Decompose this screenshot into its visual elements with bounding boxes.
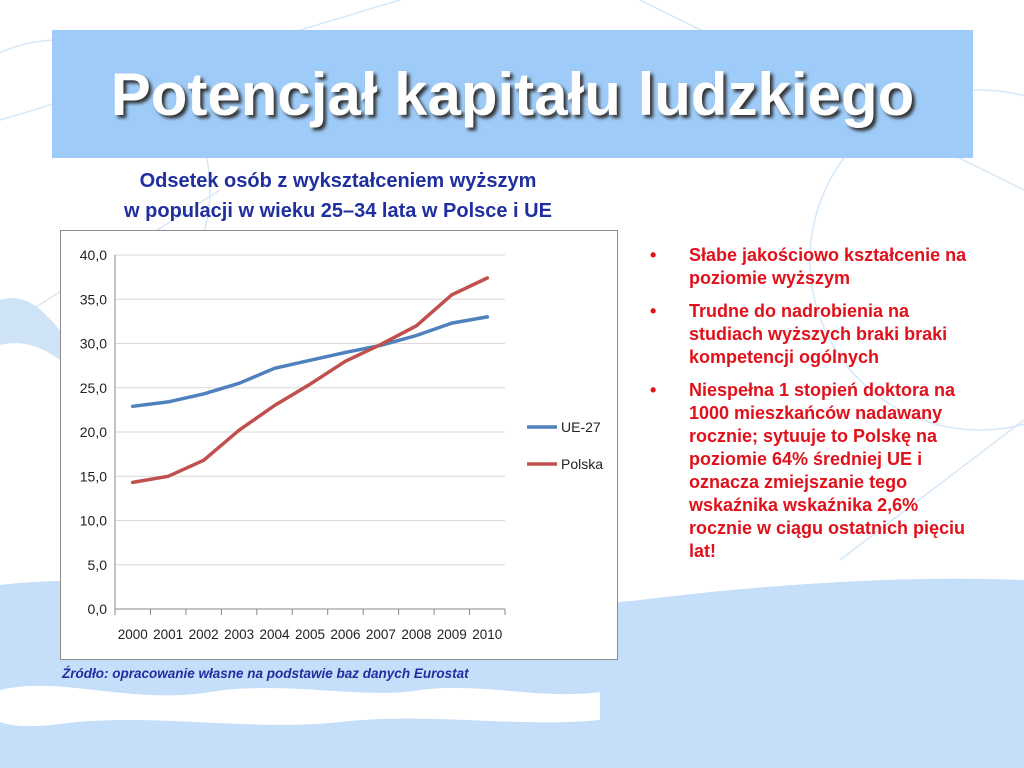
y-tick-label: 5,0 (88, 557, 108, 573)
y-tick-label: 10,0 (80, 513, 107, 529)
x-tick-label: 2003 (224, 627, 254, 642)
series-line (130, 315, 490, 409)
bullet-marker: • (650, 245, 657, 265)
bullet-marker: • (650, 380, 657, 400)
x-tick-label: 2008 (401, 627, 431, 642)
x-tick-label: 2006 (330, 627, 360, 642)
bullet-marker: • (650, 301, 657, 321)
source-note: Źródło: opracowanie własne na podstawie … (62, 666, 469, 681)
x-tick-label: 2001 (153, 627, 183, 642)
legend-label: UE-27 (561, 419, 601, 435)
x-tick-label: 2000 (118, 627, 148, 642)
x-tick-label: 2007 (366, 627, 396, 642)
y-tick-label: 30,0 (80, 336, 107, 352)
line-chart: 0,0 5,0 10,0 15,0 20,0 25,0 30,0 35,0 40,0 2000 20… (80, 247, 603, 642)
x-tick-label: 2004 (260, 627, 291, 642)
series-line (130, 276, 490, 485)
chart-heading-line2: w populacji w wieku 25–34 lata w Polsce … (124, 200, 552, 222)
chart-frame: 0,0 5,0 10,0 15,0 20,0 25,0 30,0 35,0 40,0 2000 20… (60, 230, 618, 660)
legend-label: Polska (561, 456, 603, 472)
chart-heading: Odsetek osób z wykształceniem wyższym w … (48, 166, 628, 226)
y-tick-label: 0,0 (88, 601, 108, 617)
chart-heading-line1: Odsetek osób z wykształceniem wyższym (139, 170, 537, 192)
y-tick-label: 15,0 (80, 468, 107, 484)
x-tick-label: 2005 (295, 627, 325, 642)
title-band (52, 30, 973, 158)
x-tick-label: 2002 (189, 627, 219, 642)
bullet-item: • Trudne do nadrobienia na studiach wyżs… (646, 300, 976, 369)
slide-title: Potencjał kapitału ludzkiego (110, 60, 915, 128)
y-tick-label: 35,0 (80, 291, 107, 307)
bullet-text: Trudne do nadrobienia na studiach wyższy… (689, 301, 948, 367)
x-tick-label: 2010 (472, 627, 502, 642)
bullet-item: • Niespełna 1 stopień doktora na 1000 mi… (646, 379, 976, 563)
y-tick-label: 20,0 (80, 424, 107, 440)
bullet-text: Niespełna 1 stopień doktora na 1000 mies… (689, 380, 966, 561)
bullet-list: • Słabe jakościowo kształcenie na poziom… (646, 244, 976, 573)
x-tick-label: 2009 (437, 627, 467, 642)
y-tick-label: 25,0 (80, 380, 107, 396)
bullet-text: Słabe jakościowo kształcenie na poziomie… (689, 245, 967, 288)
y-tick-label: 40,0 (80, 247, 107, 263)
bullet-item: • Słabe jakościowo kształcenie na poziom… (646, 244, 976, 290)
